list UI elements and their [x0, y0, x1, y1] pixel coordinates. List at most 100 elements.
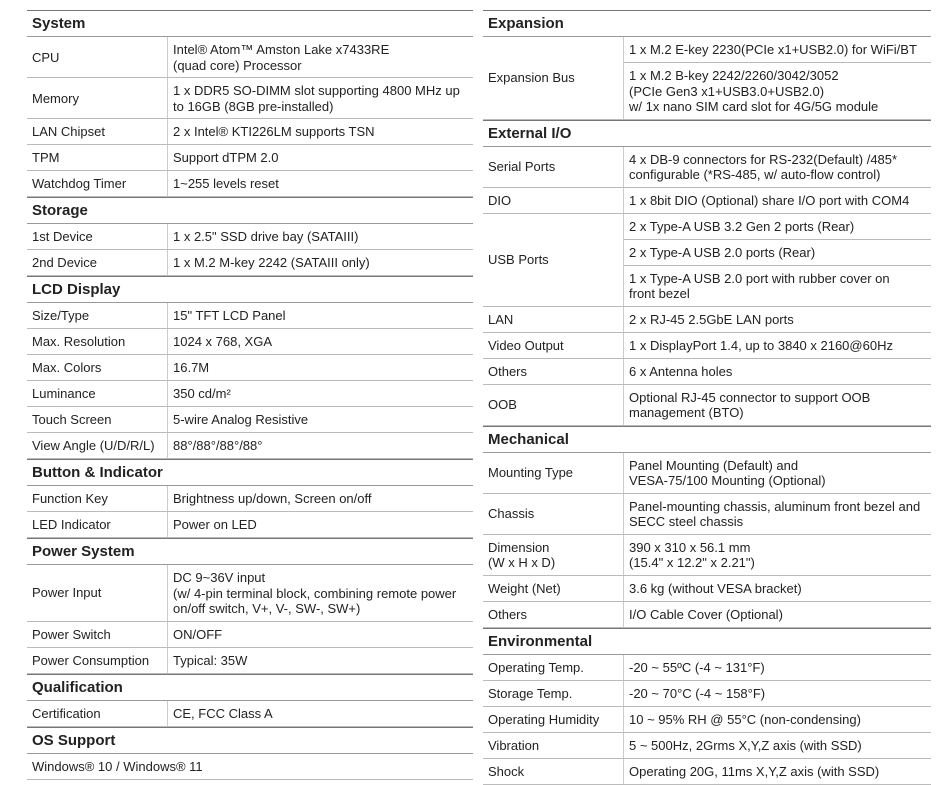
spec-values: Optional RJ-45 connector to support OOB m… — [623, 384, 931, 425]
spec-label: LED Indicator — [32, 517, 111, 532]
spec-line: configurable (*RS-485, w/ auto-flow cont… — [629, 167, 881, 182]
spec-cell: 1 x M.2 B-key 2242/2260/3042/3052 (PCIe G… — [624, 62, 931, 119]
spec-cell: 2 x Type-A USB 3.2 Gen 2 ports (Rear) — [624, 214, 931, 239]
spec-line: 1~255 levels reset — [173, 176, 279, 191]
spec-line: 16.7M — [173, 360, 210, 375]
spec-line: 6 x Antenna holes — [629, 363, 733, 379]
spec-values: Support dTPM 2.0 — [167, 145, 473, 170]
spec-label: Dimension (W x H x D) — [488, 539, 556, 570]
spec-line: 5-wire Analog Resistive — [173, 412, 309, 427]
spec-label: Power Input — [32, 585, 102, 601]
spec-cell: 4 x DB-9 connectors for RS-232(Default) … — [624, 147, 931, 187]
spec-values: 15" TFT LCD Panel — [167, 303, 473, 328]
spec-line: management (BTO) — [629, 405, 744, 420]
spec-line: Support dTPM 2.0 — [173, 150, 279, 165]
spec-label: LAN Chipset — [32, 124, 105, 139]
spec-line: 350 cd/m² — [173, 386, 231, 401]
spec-line: Intel® Atom™ Amston Lake x7433RE — [173, 42, 390, 57]
spec-row: Operating Temp. -20 ~ 55ºC (-4 ~ 131°F) — [483, 654, 931, 681]
spec-values: 350 cd/m² — [167, 381, 473, 406]
spec-values: 5 ~ 500Hz, 2Grms X,Y,Z axis (with SSD) — [623, 732, 931, 758]
spec-row: Weight (Net) 3.6 kg (without VESA bracket… — [483, 575, 931, 602]
spec-label: Power Consumption — [32, 652, 150, 668]
left-column: System CPU Intel® Atom™ Amston Lake x7433R… — [27, 10, 473, 780]
spec-cell: Operating 20G, 11ms X,Y,Z axis (with SSD… — [624, 759, 931, 784]
spec-cell: I/O Cable Cover (Optional) — [624, 602, 931, 627]
section-title: Qualification — [27, 673, 473, 701]
spec-cell: 390 x 310 x 56.1 mm (15.4" x 12.2" x 2.21… — [624, 535, 931, 575]
section-title: Storage — [27, 197, 473, 224]
spec-label: Storage Temp. — [488, 685, 573, 701]
spec-row: Memory 1 x DDR5 SO-DIMM slot supporting 4… — [27, 78, 473, 119]
spec-row: Shock Operating 20G, 11ms X,Y,Z axis (wit… — [483, 758, 931, 785]
spec-row: Mounting Type Panel Mounting (Default) an… — [483, 452, 931, 494]
spec-values: Brightness up/down, Screen on/off — [167, 486, 473, 511]
spec-values: Panel Mounting (Default) and VESA-75/100 … — [623, 452, 931, 493]
spec-cell: 88°/88°/88°/88° — [168, 433, 473, 458]
spec-line: Typical: 35W — [173, 652, 248, 668]
spec-line: Power on LED — [173, 517, 257, 532]
spec-values: 1024 x 768, XGA — [167, 329, 473, 354]
spec-label: CPU — [32, 49, 60, 65]
spec-cell: -20 ~ 70°C (-4 ~ 158°F) — [624, 681, 931, 706]
spec-cell: 1 x 8bit DIO (Optional) share I/O port w… — [624, 188, 931, 213]
spec-row: Chassis Panel-mounting chassis, aluminum … — [483, 493, 931, 535]
spec-cell: 5-wire Analog Resistive — [168, 407, 473, 432]
spec-label: TPM — [32, 150, 60, 165]
spec-line: 1 x DisplayPort 1.4, up to 3840 x 2160@6… — [629, 337, 893, 353]
spec-label: OOB — [488, 397, 517, 412]
spec-line: (w/ 4-pin terminal block, combining remo… — [173, 585, 457, 601]
spec-cell: 1 x Type-A USB 2.0 port with rubber cove… — [624, 264, 931, 306]
spec-line: 5 ~ 500Hz, 2Grms X,Y,Z axis (with SSD) — [629, 737, 862, 753]
spec-values: 1 x M.2 E-key 2230(PCIe x1+USB2.0) for W… — [623, 37, 931, 119]
spec-line: SECC steel chassis — [629, 514, 744, 529]
spec-row: Max. Colors 16.7M — [27, 355, 473, 381]
spec-values: I/O Cable Cover (Optional) — [623, 601, 931, 627]
spec-label: Max. Colors — [32, 360, 102, 375]
spec-label: LAN — [488, 311, 514, 327]
spec-cell: 2 x RJ-45 2.5GbE LAN ports — [624, 307, 931, 332]
spec-cell: 1 x DDR5 SO-DIMM slot supporting 4800 MH… — [168, 78, 473, 118]
spec-row: OOB Optional RJ-45 connector to support O… — [483, 384, 931, 426]
spec-label: Others — [488, 606, 528, 622]
spec-cell: Windows® 10 / Windows® 11 — [27, 754, 473, 779]
spec-row: Operating Humidity 10 ~ 95% RH @ 55°C (no… — [483, 706, 931, 733]
spec-cell: 15" TFT LCD Panel — [168, 303, 473, 328]
section-title: OS Support — [27, 726, 473, 754]
spec-line: 2 x RJ-45 2.5GbE LAN ports — [629, 311, 794, 327]
spec-label: Max. Resolution — [32, 334, 126, 349]
spec-row: Luminance 350 cd/m² — [27, 381, 473, 407]
spec-values: CE, FCC Class A — [167, 700, 473, 726]
spec-line: 1 x M.2 M-key 2242 (SATAIII only) — [173, 255, 370, 270]
spec-cell: 1024 x 768, XGA — [168, 329, 473, 354]
spec-cell: 2 x Intel® KTI226LM supports TSN — [168, 119, 473, 144]
spec-values: -20 ~ 55ºC (-4 ~ 131°F) — [623, 654, 931, 680]
spec-line: (quad core) Processor — [173, 57, 302, 73]
spec-label: Weight (Net) — [488, 580, 561, 596]
spec-values: 1 x DisplayPort 1.4, up to 3840 x 2160@6… — [623, 332, 931, 358]
spec-label: Mounting Type — [488, 465, 574, 480]
spec-cell: 1 x DisplayPort 1.4, up to 3840 x 2160@6… — [624, 333, 931, 358]
spec-row: CPU Intel® Atom™ Amston Lake x7433RE (quad… — [27, 37, 473, 78]
spec-row: LAN Chipset 2 x Intel® KTI226LM supports … — [27, 119, 473, 145]
spec-values: 1 x 8bit DIO (Optional) share I/O port w… — [623, 187, 931, 213]
spec-line: 88°/88°/88°/88° — [173, 438, 263, 453]
spec-cell: 1~255 levels reset — [168, 171, 473, 196]
spec-values: -20 ~ 70°C (-4 ~ 158°F) — [623, 680, 931, 706]
spec-row: TPM Support dTPM 2.0 — [27, 145, 473, 171]
spec-cell: ON/OFF — [168, 622, 473, 647]
section-title: External I/O — [483, 119, 931, 147]
page: System CPU Intel® Atom™ Amston Lake x7433R… — [27, 10, 931, 785]
spec-label: 2nd Device — [32, 255, 98, 270]
spec-values: 1 x 2.5" SSD drive bay (SATAIII) — [167, 224, 473, 249]
spec-line: front bezel — [629, 286, 690, 301]
spec-values: 1 x DDR5 SO-DIMM slot supporting 4800 MH… — [167, 78, 473, 118]
spec-row: Function Key Brightness up/down, Screen o… — [27, 486, 473, 512]
spec-label: Size/Type — [32, 308, 90, 323]
spec-label: DIO — [488, 192, 512, 208]
spec-line: 1 x 2.5" SSD drive bay (SATAIII) — [173, 229, 359, 244]
spec-values: Operating 20G, 11ms X,Y,Z axis (with SSD… — [623, 758, 931, 784]
spec-values: Power on LED — [167, 512, 473, 537]
spec-row: Others 6 x Antenna holes — [483, 358, 931, 385]
spec-row: 1st Device 1 x 2.5" SSD drive bay (SATAII… — [27, 224, 473, 250]
